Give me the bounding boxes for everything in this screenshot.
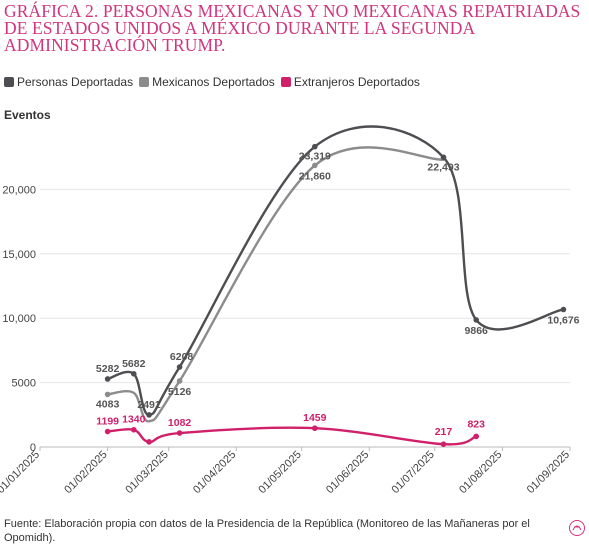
data-label: 4083 [96,398,120,410]
data-labels: 5282 5682 2491 6208 23,319 22,493 9866 10,676 40… [96,151,580,439]
data-label: 23,319 [299,151,331,163]
data-point[interactable] [104,376,111,382]
data-point[interactable] [146,439,152,445]
data-point[interactable] [440,441,447,448]
data-label: 22,493 [427,161,459,173]
x-tick-label: 01/08/2025 [457,449,504,496]
legend-swatch-mexicanos [139,77,150,87]
y-tick-label: 0 [30,442,36,454]
data-point[interactable] [560,306,567,313]
x-tick-label: 01/02/2025 [62,449,109,496]
legend-swatch-personas [4,77,14,87]
chart-title: Gráfica 2. Personas mexicanas y no mexic… [4,1,581,55]
source-note: Fuente: Elaboración propia con datos de … [4,518,530,544]
data-point[interactable] [473,433,480,440]
data-label: 823 [467,418,485,430]
legend-label-extranjeros: Extranjeros Deportados [293,75,420,89]
legend-item-extranjeros[interactable]: Extranjeros Deportados [280,75,420,89]
data-point[interactable] [130,371,137,377]
data-point[interactable] [440,154,447,161]
legend-item-mexicanos[interactable]: Mexicanos Deportados [139,75,275,89]
data-label: 217 [435,426,453,438]
series-line [106,146,445,423]
series-points [104,143,567,448]
x-tick-label: 01/01/2025 [0,449,42,496]
data-label: 1082 [168,417,192,429]
legend-swatch-extranjeros [280,77,291,87]
data-label: 6208 [170,351,194,363]
y-tick-label: 15,000 [2,249,36,261]
data-label: 1459 [303,412,327,424]
line-chart: Eventos 0 5000 10,000 15,000 20,000 01/01/20… [0,108,580,496]
data-label: 1340 [122,414,146,426]
data-point[interactable] [146,412,152,418]
y-tick-label: 5000 [12,378,36,390]
x-tick-label: 01/09/2025 [525,449,572,496]
data-label: 10,676 [547,314,579,326]
data-point[interactable] [176,378,183,384]
data-label: 1199 [96,416,119,428]
legend-item-personas[interactable]: Personas Deportadas [4,75,133,89]
data-label: 5126 [168,386,192,398]
series-line [106,426,478,446]
y-tick-label: 10,000 [2,313,36,325]
y-tick-label: 20,000 [2,184,36,196]
data-point[interactable] [176,364,183,370]
data-point[interactable] [473,317,480,323]
x-tick-label: 01/06/2025 [324,449,371,496]
x-tick-label: 01/03/2025 [123,449,170,496]
y-axis-label: Eventos [4,108,51,122]
data-label: 9866 [465,325,489,337]
x-tick-label: 01/04/2025 [191,449,238,496]
data-label: 21,860 [299,170,331,182]
grid-lines [39,188,571,451]
data-label: 2491 [137,399,161,411]
data-point[interactable] [312,143,318,150]
x-tick-label: 01/07/2025 [389,449,436,496]
legend-label-personas: Personas Deportadas [17,75,134,89]
logo-icon [569,520,585,536]
legend: Personas Deportadas Mexicanos Deportados… [4,75,420,89]
data-point[interactable] [312,425,318,432]
x-tick-labels: 01/01/2025 01/02/2025 01/03/2025 01/04/2025… [0,449,572,496]
series-line [106,125,565,417]
y-tick-labels: 0 5000 10,000 15,000 20,000 [2,184,36,454]
data-point[interactable] [104,391,111,398]
data-label: 5282 [96,363,120,375]
x-tick-label: 01/05/2025 [256,449,303,496]
data-label: 5682 [122,358,146,370]
data-point[interactable] [312,162,318,169]
legend-label-mexicanos: Mexicanos Deportados [152,75,275,89]
data-point[interactable] [176,430,183,436]
data-point[interactable] [104,428,111,435]
data-point[interactable] [130,426,137,433]
